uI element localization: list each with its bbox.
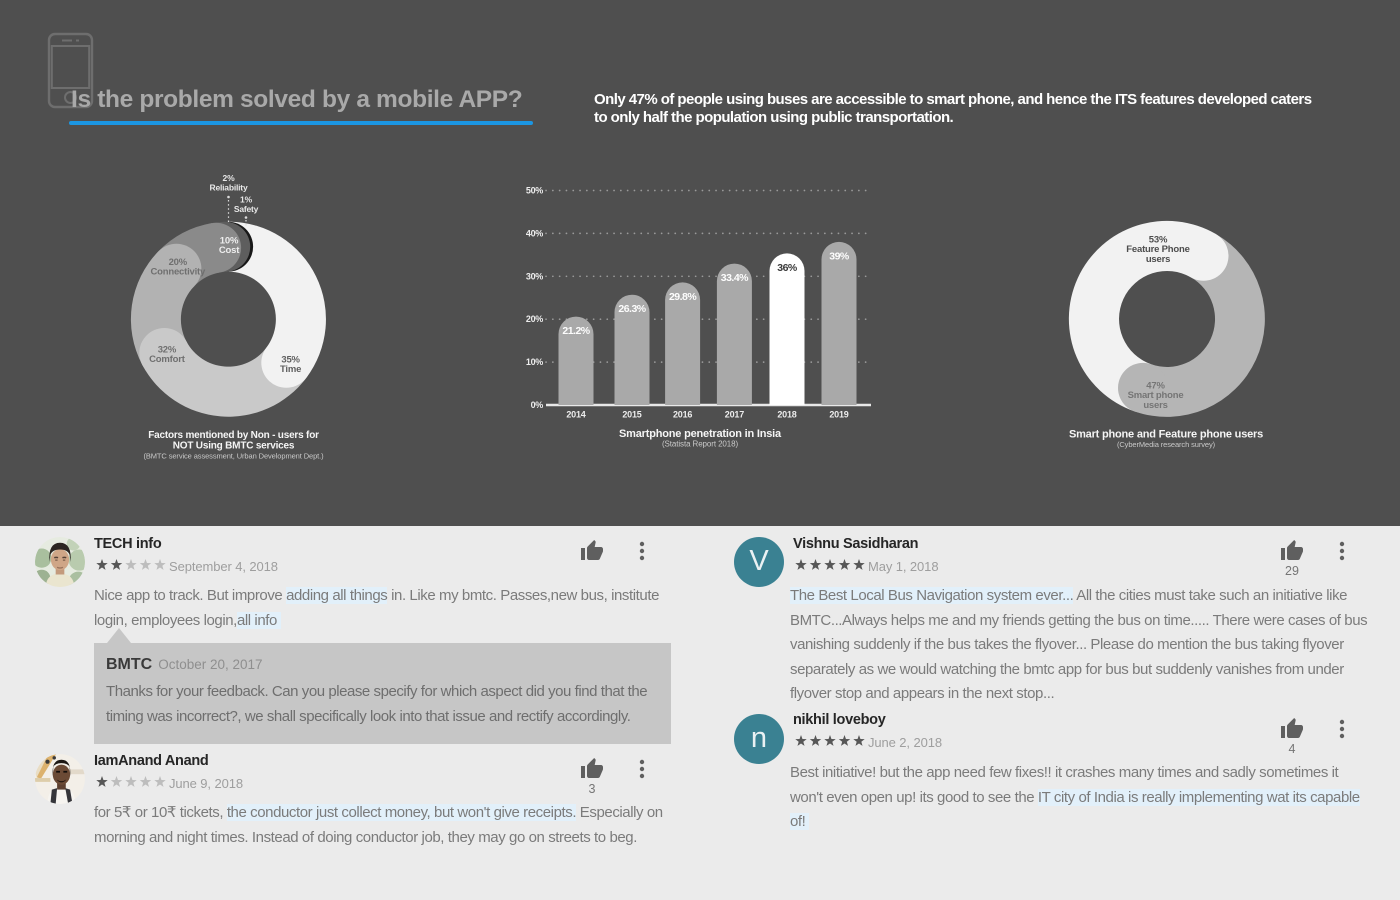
svg-text:40%: 40% — [526, 228, 543, 238]
svg-text:Smartphone penetration in Insi: Smartphone penetration in Insia — [619, 428, 782, 440]
svg-text:users: users — [1143, 400, 1167, 411]
svg-text:50%: 50% — [526, 186, 543, 196]
svg-text:Connectivity: Connectivity — [150, 267, 206, 278]
svg-text:10%: 10% — [220, 235, 239, 246]
svg-text:Reliability: Reliability — [210, 183, 248, 193]
svg-text:Safety: Safety — [234, 204, 259, 214]
svg-text:29.8%: 29.8% — [669, 291, 697, 303]
svg-text:Comfort: Comfort — [149, 354, 186, 365]
svg-text:2%: 2% — [223, 173, 236, 183]
svg-text:1%: 1% — [240, 195, 253, 205]
svg-text:36%: 36% — [777, 262, 798, 274]
svg-text:20%: 20% — [169, 257, 188, 268]
svg-text:Time: Time — [280, 364, 301, 375]
svg-text:26.3%: 26.3% — [618, 303, 646, 315]
svg-text:2018: 2018 — [777, 410, 796, 420]
svg-text:(BMTC service assessment, Urba: (BMTC service assessment, Urban Developm… — [143, 452, 324, 461]
svg-text:2014: 2014 — [566, 410, 585, 420]
svg-text:53%: 53% — [1149, 234, 1168, 245]
svg-text:2019: 2019 — [829, 410, 848, 420]
svg-text:0%: 0% — [531, 400, 544, 410]
svg-text:32%: 32% — [158, 345, 177, 356]
svg-text:30%: 30% — [526, 271, 543, 281]
svg-text:2017: 2017 — [725, 410, 744, 420]
svg-text:Smart phone and Feature phone: Smart phone and Feature phone users — [1069, 429, 1263, 441]
svg-text:21.2%: 21.2% — [562, 325, 590, 337]
svg-text:47%: 47% — [1146, 380, 1165, 391]
svg-text:33.4%: 33.4% — [721, 272, 749, 284]
svg-text:(Statista Report 2018): (Statista Report 2018) — [662, 440, 738, 449]
svg-text:Feature Phone: Feature Phone — [1126, 244, 1189, 255]
svg-text:users: users — [1146, 254, 1170, 265]
svg-text:(CyberMedia research survey): (CyberMedia research survey) — [1117, 440, 1216, 449]
svg-text:2016: 2016 — [673, 410, 692, 420]
svg-text:39%: 39% — [829, 250, 850, 262]
svg-text:10%: 10% — [526, 357, 543, 367]
svg-text:2015: 2015 — [622, 410, 641, 420]
svg-text:Cost: Cost — [219, 245, 240, 256]
svg-text:Factors mentioned by Non - use: Factors mentioned by Non - users for — [148, 430, 319, 441]
svg-text:NOT Using BMTC services: NOT Using BMTC services — [173, 441, 295, 452]
svg-text:Smart phone: Smart phone — [1128, 390, 1184, 401]
svg-text:35%: 35% — [281, 355, 300, 366]
svg-text:20%: 20% — [526, 314, 543, 324]
